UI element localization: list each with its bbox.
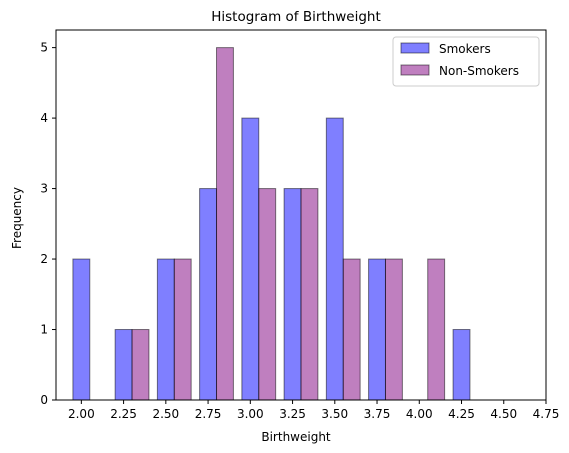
bar-non-smokers-7 [427,258,446,401]
x-tick-label: 2.75 [195,407,222,421]
x-tick-label: 3.00 [237,407,264,421]
bars-layer [72,47,471,401]
bar-smokers-7 [368,258,386,401]
bar-non-smokers-1 [173,258,192,401]
y-tick-label: 0 [40,393,48,407]
x-tick-label: 4.00 [406,407,433,421]
bar-smokers-5 [283,188,302,401]
chart-title: Histogram of Birthweight [211,9,381,25]
legend-label-non-smokers: Non-Smokers [439,64,519,78]
bar-smokers-0 [72,258,91,401]
x-tick-label: 4.50 [490,407,517,421]
x-tick-label: 2.00 [68,407,95,421]
bar-non-smokers-5 [342,258,361,401]
x-tick-label: 4.75 [533,407,560,421]
legend-label-smokers: Smokers [439,42,491,56]
y-tick-label: 1 [40,323,48,337]
y-tick-label: 5 [40,41,48,55]
x-axis-label: Birthweight [261,430,331,444]
x-tick-label: 3.50 [321,407,348,421]
bar-non-smokers-6 [384,258,403,401]
x-tick-label: 4.25 [448,407,475,421]
x-tick-label: 3.25 [279,407,306,421]
legend: Smokers Non-Smokers [392,36,540,87]
x-tick-label: 3.75 [364,407,391,421]
plot-area-frame [55,29,547,401]
bar-non-smokers-4 [300,188,319,401]
y-tick-label: 3 [40,182,48,196]
bar-smokers-3 [199,188,218,401]
y-axis-ticks: 0 1 2 3 4 5 [40,41,56,407]
y-tick-label: 4 [40,111,48,125]
bar-non-smokers-2 [216,47,234,401]
x-tick-label: 2.50 [152,407,179,421]
bar-smokers-6 [325,117,344,401]
bar-smokers-1 [114,329,133,401]
x-tick-label: 2.25 [110,407,137,421]
legend-swatch-non-smokers [400,64,430,76]
bar-non-smokers-0 [131,329,150,401]
y-tick-label: 2 [40,252,48,266]
x-axis-ticks: 2.00 2.25 2.50 2.75 3.00 3.25 3.50 3.75 4.00 4.25… [68,400,559,421]
y-axis-label: Frequency [10,187,24,249]
bar-smokers-8 [452,329,471,401]
bar-non-smokers-3 [258,188,277,401]
legend-swatch-smokers [400,42,430,54]
bar-smokers-2 [156,258,175,401]
bar-smokers-4 [241,117,260,401]
